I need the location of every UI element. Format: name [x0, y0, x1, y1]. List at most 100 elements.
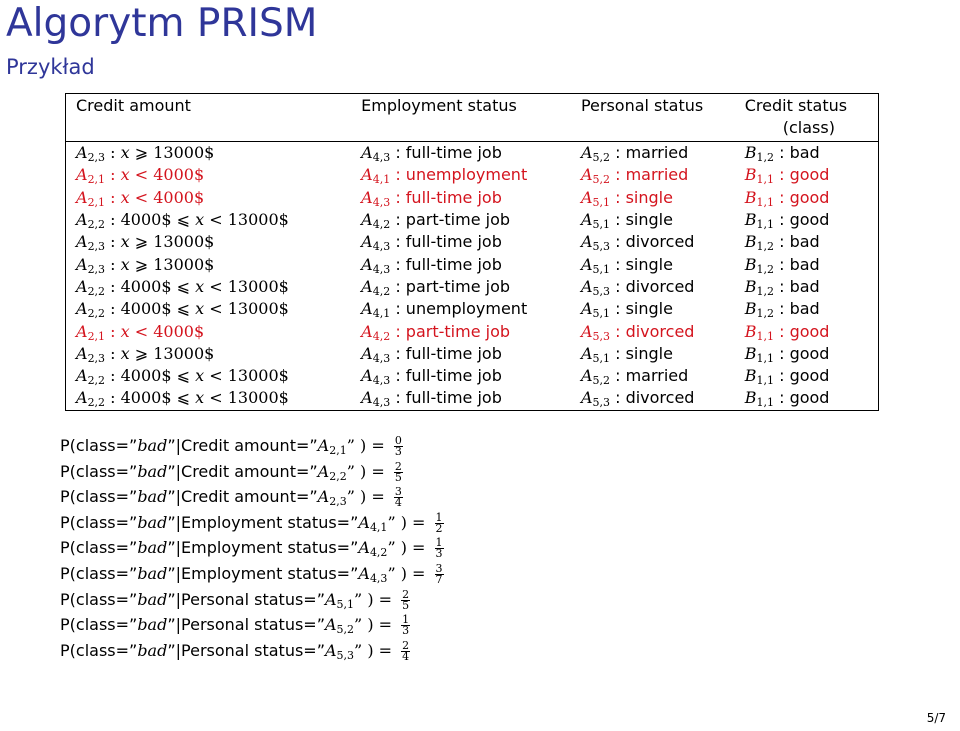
- table-cell: B1,2 : bad: [735, 276, 879, 298]
- table-cell: B1,1 : good: [735, 387, 879, 410]
- cell-text: < 4000$: [129, 165, 205, 185]
- class-value: bad: [137, 436, 167, 455]
- math-subscript: 5,1: [336, 597, 355, 611]
- math-variable: A: [580, 276, 593, 296]
- cell-text: : single: [610, 187, 673, 207]
- math-variable: A: [361, 210, 373, 230]
- prob-prefix: P(class=”: [60, 512, 138, 532]
- math-variable: x: [120, 232, 130, 252]
- math-subscript: 1,1: [756, 374, 775, 388]
- table-cell: A4,3 : full-time job: [351, 142, 571, 165]
- math-symbol: A2,3: [76, 255, 105, 275]
- math-symbol: A5,3: [580, 321, 610, 342]
- math-subscript: 2,1: [87, 173, 106, 187]
- math-variable: B: [744, 276, 757, 296]
- cell-text: < 13000$: [204, 388, 289, 408]
- fraction-denominator: 5: [394, 470, 402, 484]
- math-symbol: x: [195, 277, 204, 296]
- math-symbol: B1,2: [745, 232, 774, 252]
- math-variable: A: [361, 299, 373, 319]
- prob-prefix: P(class=”: [60, 589, 138, 609]
- math-variable: bad: [137, 640, 168, 660]
- math-variable: A: [76, 343, 88, 363]
- table-cell: B1,1 : good: [735, 343, 879, 365]
- table-cell: B1,1 : good: [735, 164, 879, 186]
- math-symbol: A5,1: [581, 344, 610, 364]
- cell-text: : part-time job: [390, 210, 511, 230]
- table-cell: B1,2 : bad: [735, 298, 879, 320]
- math-subscript: 2,2: [329, 469, 347, 483]
- math-variable: A: [580, 254, 593, 274]
- fraction-numerator: 3: [393, 485, 403, 499]
- prob-equals: ” ) =: [387, 512, 431, 532]
- prob-given: ”|Credit amount=”: [167, 487, 318, 507]
- math-subscript: 4,3: [372, 195, 391, 209]
- math-variable: bad: [137, 436, 168, 455]
- header-employment-status: Employment status: [361, 96, 517, 115]
- math-subscript: 4,3: [372, 374, 391, 388]
- table-cell: A4,3 : full-time job: [351, 365, 571, 387]
- math-variable: A: [361, 254, 373, 274]
- math-subscript: 5,3: [336, 648, 355, 662]
- table-row: A2,2 : 4000$ ⩽ x < 13000$ A4,1 : unemploy…: [66, 298, 879, 320]
- math-symbol: x: [195, 388, 204, 407]
- page-number: 5/7: [926, 711, 946, 725]
- math-symbol: A5,2: [581, 366, 610, 386]
- math-variable: B: [744, 388, 757, 408]
- math-variable: A: [580, 388, 593, 408]
- math-subscript: 1,1: [756, 218, 775, 232]
- math-symbol: A4,2: [361, 210, 390, 230]
- class-value: bad: [137, 590, 167, 609]
- math-subscript: 2,3: [87, 351, 106, 365]
- math-symbol: A5,3: [580, 232, 610, 252]
- math-subscript: 5,3: [592, 284, 611, 298]
- cell-text: : 4000$ ⩽: [105, 366, 196, 386]
- math-subscript: 1,1: [756, 195, 775, 209]
- table-cell: A5,1 : single: [571, 298, 735, 320]
- probability-list: P(class=”bad”|Credit amount=”A2,1” ) = 0…: [60, 433, 444, 663]
- math-symbol: A2,2: [76, 388, 105, 408]
- slide-subtitle: Przykład: [6, 55, 95, 79]
- attribute-value: A5,2: [325, 615, 354, 635]
- math-subscript: 1,1: [756, 351, 775, 365]
- math-variable: x: [195, 210, 205, 230]
- class-value: bad: [137, 564, 167, 583]
- cell-text: : divorced: [610, 321, 695, 341]
- math-subscript: 2,1: [329, 444, 347, 457]
- table-cell: A5,2 : married: [571, 365, 735, 387]
- attribute-value: A5,1: [325, 590, 355, 611]
- math-variable: B: [744, 187, 757, 207]
- cell-text: : married: [610, 165, 689, 185]
- math-variable: A: [76, 276, 88, 296]
- cell-text: : good: [774, 210, 830, 230]
- math-subscript: 4,1: [372, 173, 391, 187]
- prob-prefix: P(class=”: [60, 461, 138, 481]
- attribute-value: A4,3: [358, 564, 388, 585]
- math-variable: A: [580, 232, 593, 252]
- math-subscript: 4,3: [369, 571, 388, 585]
- math-variable: A: [317, 487, 330, 507]
- math-subscript: 4,1: [372, 307, 391, 321]
- math-symbol: A5,3: [580, 388, 610, 408]
- math-symbol: x: [121, 188, 130, 207]
- cell-text: : part-time job: [390, 321, 511, 341]
- probability-line: P(class=”bad”|Personal status=”A5,2” ) =…: [60, 612, 444, 638]
- math-variable: A: [580, 321, 593, 341]
- math-subscript: 2,2: [87, 284, 106, 298]
- table-cell: A2,2 : 4000$ ⩽ x < 13000$: [66, 298, 352, 320]
- math-variable: bad: [137, 461, 168, 481]
- math-symbol: A2,2: [76, 276, 106, 298]
- table-cell: A4,2 : part-time job: [351, 276, 571, 298]
- math-variable: A: [358, 512, 370, 532]
- probability-line: P(class=”bad”|Personal status=”A5,3” ) =…: [60, 638, 444, 664]
- table-cell: A2,1 : x < 4000$: [66, 187, 352, 209]
- cell-text: < 4000$: [129, 187, 205, 207]
- cell-text: :: [105, 254, 121, 274]
- class-value: bad: [137, 487, 167, 506]
- cell-text: < 13000$: [204, 210, 289, 230]
- math-symbol: x: [121, 322, 130, 341]
- math-variable: A: [361, 143, 373, 163]
- cell-text: : good: [774, 187, 830, 207]
- class-value: bad: [137, 513, 167, 532]
